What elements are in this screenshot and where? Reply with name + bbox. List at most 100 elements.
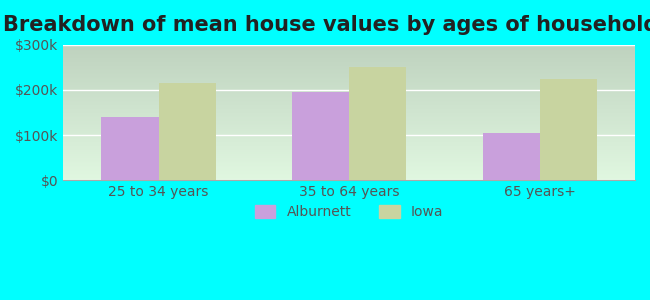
Bar <box>63 85 635 87</box>
Bar <box>63 126 635 128</box>
Bar <box>63 125 635 126</box>
Bar <box>63 173 635 175</box>
Bar <box>63 168 635 169</box>
Bar <box>63 96 635 98</box>
Bar <box>63 137 635 138</box>
Bar <box>63 106 635 107</box>
Bar <box>63 83 635 84</box>
Bar <box>63 156 635 157</box>
Bar <box>63 52 635 53</box>
Bar <box>63 77 635 79</box>
Bar <box>63 53 635 54</box>
Bar <box>63 95 635 96</box>
Bar <box>63 102 635 103</box>
Bar <box>63 99 635 100</box>
Bar <box>63 121 635 122</box>
Bar <box>63 165 635 166</box>
Bar <box>63 130 635 131</box>
Bar <box>63 75 635 76</box>
Bar <box>63 62 635 64</box>
Bar <box>63 88 635 89</box>
Bar <box>63 142 635 144</box>
Bar <box>63 109 635 110</box>
Bar <box>63 146 635 148</box>
Bar <box>63 175 635 176</box>
Bar <box>63 133 635 134</box>
Bar <box>63 163 635 164</box>
Bar <box>63 61 635 62</box>
Bar <box>63 68 635 69</box>
Bar <box>63 171 635 172</box>
Bar <box>63 104 635 106</box>
Bar <box>63 84 635 86</box>
Bar <box>63 167 635 168</box>
Bar <box>63 107 635 109</box>
Bar <box>63 91 635 92</box>
Bar <box>63 92 635 94</box>
Bar <box>63 152 635 153</box>
Bar <box>63 46 635 48</box>
Bar <box>63 60 635 61</box>
Bar <box>63 134 635 136</box>
Bar <box>63 56 635 57</box>
Bar <box>63 111 635 112</box>
Bar <box>63 150 635 152</box>
Bar <box>63 160 635 161</box>
Bar <box>63 112 635 114</box>
Bar <box>63 94 635 95</box>
Bar <box>63 118 635 119</box>
Bar <box>63 136 635 137</box>
Bar <box>63 169 635 171</box>
Bar <box>540 79 597 180</box>
Bar <box>63 98 635 99</box>
Bar <box>63 72 635 73</box>
Bar <box>63 76 635 77</box>
Bar <box>63 154 635 156</box>
Bar <box>63 148 635 149</box>
Bar <box>63 161 635 163</box>
Title: Breakdown of mean house values by ages of householders: Breakdown of mean house values by ages o… <box>3 15 650 35</box>
Bar <box>63 80 635 81</box>
Bar <box>63 49 635 50</box>
Bar <box>63 172 635 173</box>
Bar <box>63 50 635 52</box>
Bar <box>63 145 635 146</box>
Bar <box>349 68 406 180</box>
Bar <box>63 100 635 102</box>
Bar <box>63 81 635 83</box>
Bar <box>63 87 635 88</box>
Bar <box>63 178 635 179</box>
Bar <box>63 114 635 115</box>
Bar <box>63 176 635 178</box>
Bar <box>63 153 635 154</box>
Bar <box>292 92 349 180</box>
Bar <box>63 67 635 68</box>
Bar <box>63 103 635 104</box>
Legend: Alburnett, Iowa: Alburnett, Iowa <box>249 200 449 225</box>
Bar <box>63 131 635 133</box>
Bar <box>63 89 635 91</box>
Bar <box>63 69 635 70</box>
Bar <box>63 138 635 140</box>
Bar <box>63 158 635 160</box>
Bar <box>63 65 635 67</box>
Bar <box>63 73 635 75</box>
Bar <box>63 119 635 121</box>
Bar <box>63 129 635 130</box>
Bar <box>63 140 635 141</box>
Bar <box>63 64 635 65</box>
Bar <box>63 48 635 49</box>
Bar <box>63 79 635 80</box>
Bar <box>63 144 635 145</box>
Bar <box>63 110 635 111</box>
Bar <box>159 83 216 180</box>
Bar <box>63 123 635 125</box>
Bar <box>101 117 159 180</box>
Bar <box>63 54 635 56</box>
Bar <box>63 115 635 117</box>
Bar <box>63 70 635 72</box>
Bar <box>63 58 635 60</box>
Bar <box>63 45 635 46</box>
Bar <box>63 128 635 129</box>
Bar <box>63 179 635 180</box>
